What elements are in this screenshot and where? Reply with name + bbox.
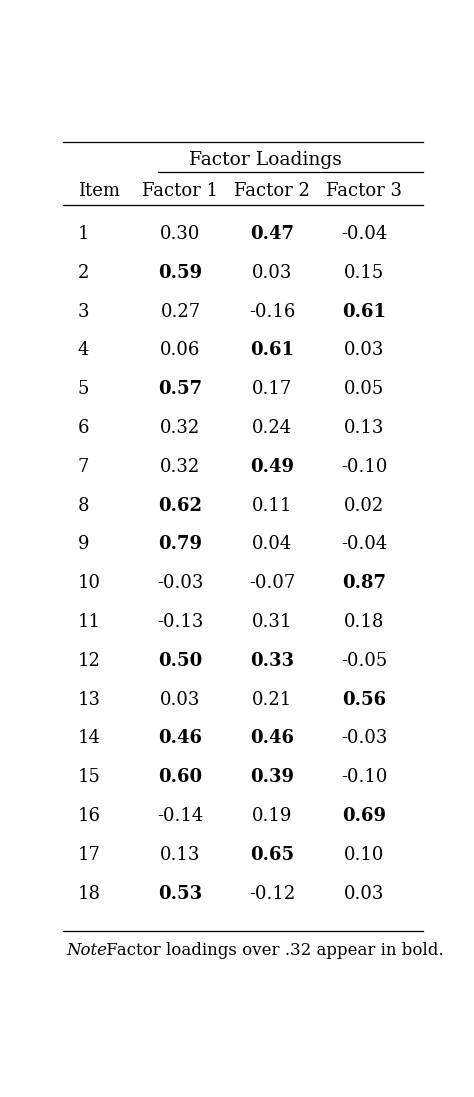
Text: -0.04: -0.04 bbox=[341, 225, 387, 242]
Text: -0.05: -0.05 bbox=[341, 652, 387, 670]
Text: 14: 14 bbox=[78, 730, 100, 747]
Text: 0.06: 0.06 bbox=[160, 341, 201, 360]
Text: -0.10: -0.10 bbox=[341, 768, 387, 787]
Text: 0.19: 0.19 bbox=[252, 807, 292, 825]
Text: 0.61: 0.61 bbox=[342, 303, 386, 320]
Text: -0.03: -0.03 bbox=[157, 574, 204, 592]
Text: 1: 1 bbox=[78, 225, 89, 242]
Text: 0.15: 0.15 bbox=[344, 263, 384, 282]
Text: Factor 3: Factor 3 bbox=[326, 182, 402, 200]
Text: 0.50: 0.50 bbox=[158, 652, 202, 670]
Text: 0.46: 0.46 bbox=[158, 730, 202, 747]
Text: 0.47: 0.47 bbox=[250, 225, 294, 242]
Text: 0.03: 0.03 bbox=[344, 884, 384, 903]
Text: 9: 9 bbox=[78, 535, 89, 553]
Text: 0.27: 0.27 bbox=[160, 303, 201, 320]
Text: -0.03: -0.03 bbox=[341, 730, 387, 747]
Text: 0.65: 0.65 bbox=[250, 846, 294, 863]
Text: 0.57: 0.57 bbox=[158, 381, 202, 398]
Text: -0.12: -0.12 bbox=[249, 884, 295, 903]
Text: 0.30: 0.30 bbox=[160, 225, 201, 242]
Text: -0.14: -0.14 bbox=[157, 807, 204, 825]
Text: 7: 7 bbox=[78, 457, 89, 476]
Text: 11: 11 bbox=[78, 613, 100, 631]
Text: 0.11: 0.11 bbox=[252, 497, 292, 514]
Text: 0.04: 0.04 bbox=[252, 535, 292, 553]
Text: 0.13: 0.13 bbox=[344, 419, 384, 437]
Text: 12: 12 bbox=[78, 652, 100, 670]
Text: 0.87: 0.87 bbox=[342, 574, 386, 592]
Text: 6: 6 bbox=[78, 419, 89, 437]
Text: 3: 3 bbox=[78, 303, 89, 320]
Text: -0.04: -0.04 bbox=[341, 535, 387, 553]
Text: 13: 13 bbox=[78, 691, 100, 709]
Text: 15: 15 bbox=[78, 768, 100, 787]
Text: 0.13: 0.13 bbox=[160, 846, 201, 863]
Text: Note.: Note. bbox=[66, 942, 113, 960]
Text: 0.17: 0.17 bbox=[252, 381, 292, 398]
Text: 8: 8 bbox=[78, 497, 89, 514]
Text: -0.13: -0.13 bbox=[157, 613, 204, 631]
Text: -0.16: -0.16 bbox=[249, 303, 295, 320]
Text: 0.03: 0.03 bbox=[252, 263, 292, 282]
Text: Item: Item bbox=[78, 182, 119, 200]
Text: 0.32: 0.32 bbox=[160, 457, 201, 476]
Text: 0.56: 0.56 bbox=[342, 691, 386, 709]
Text: 0.18: 0.18 bbox=[344, 613, 384, 631]
Text: 10: 10 bbox=[78, 574, 100, 592]
Text: 0.46: 0.46 bbox=[250, 730, 294, 747]
Text: 17: 17 bbox=[78, 846, 100, 863]
Text: 16: 16 bbox=[78, 807, 100, 825]
Text: 0.24: 0.24 bbox=[252, 419, 292, 437]
Text: Factor 2: Factor 2 bbox=[234, 182, 310, 200]
Text: Factor Loadings: Factor Loadings bbox=[189, 151, 341, 169]
Text: Factor 1: Factor 1 bbox=[143, 182, 219, 200]
Text: 0.59: 0.59 bbox=[158, 263, 202, 282]
Text: -0.10: -0.10 bbox=[341, 457, 387, 476]
Text: 0.21: 0.21 bbox=[252, 691, 292, 709]
Text: 0.10: 0.10 bbox=[344, 846, 384, 863]
Text: 2: 2 bbox=[78, 263, 89, 282]
Text: 0.62: 0.62 bbox=[158, 497, 202, 514]
Text: 0.53: 0.53 bbox=[158, 884, 202, 903]
Text: 0.49: 0.49 bbox=[250, 457, 294, 476]
Text: 18: 18 bbox=[78, 884, 100, 903]
Text: 0.69: 0.69 bbox=[342, 807, 386, 825]
Text: 0.03: 0.03 bbox=[160, 691, 201, 709]
Text: 0.32: 0.32 bbox=[160, 419, 201, 437]
Text: 0.02: 0.02 bbox=[344, 497, 384, 514]
Text: 0.61: 0.61 bbox=[250, 341, 294, 360]
Text: 0.79: 0.79 bbox=[158, 535, 202, 553]
Text: 0.03: 0.03 bbox=[344, 341, 384, 360]
Text: 4: 4 bbox=[78, 341, 89, 360]
Text: Factor loadings over .32 appear in bold.: Factor loadings over .32 appear in bold. bbox=[101, 942, 444, 960]
Text: 0.31: 0.31 bbox=[252, 613, 292, 631]
Text: 0.33: 0.33 bbox=[250, 652, 294, 670]
Text: 0.05: 0.05 bbox=[344, 381, 384, 398]
Text: 0.39: 0.39 bbox=[250, 768, 294, 787]
Text: 0.60: 0.60 bbox=[158, 768, 202, 787]
Text: -0.07: -0.07 bbox=[249, 574, 295, 592]
Text: 5: 5 bbox=[78, 381, 89, 398]
